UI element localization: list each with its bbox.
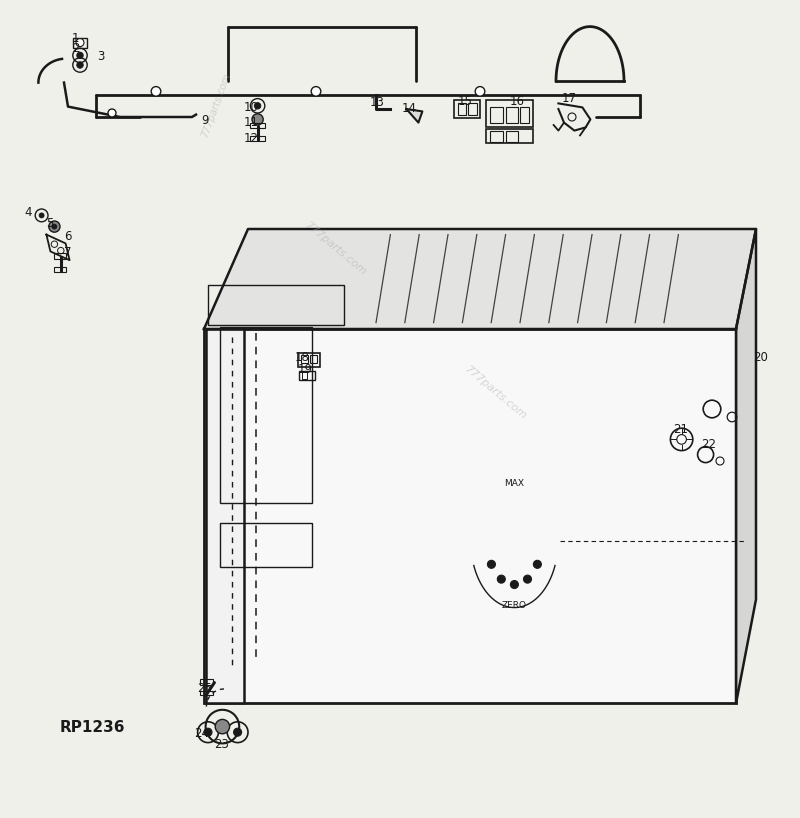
- Bar: [490, 106, 503, 123]
- Bar: [220, 524, 312, 568]
- Text: 24: 24: [194, 727, 210, 740]
- Polygon shape: [736, 229, 756, 703]
- Text: 3: 3: [98, 51, 105, 64]
- Text: 15: 15: [458, 96, 473, 108]
- Text: 25: 25: [197, 682, 212, 695]
- Text: 19: 19: [298, 363, 313, 376]
- Text: MAX: MAX: [504, 479, 525, 488]
- Circle shape: [49, 221, 60, 232]
- Circle shape: [254, 102, 261, 109]
- Circle shape: [151, 87, 161, 97]
- Circle shape: [234, 728, 242, 736]
- Text: 9: 9: [202, 115, 209, 128]
- Polygon shape: [406, 109, 422, 123]
- Text: 10: 10: [244, 101, 259, 114]
- Circle shape: [498, 575, 506, 583]
- Bar: [208, 285, 344, 325]
- Text: 777parts.com: 777parts.com: [463, 364, 529, 422]
- Text: 13: 13: [370, 96, 385, 109]
- Circle shape: [510, 581, 518, 588]
- Text: 23: 23: [214, 739, 230, 752]
- Text: RP1236: RP1236: [60, 720, 126, 735]
- Bar: [299, 371, 315, 380]
- Text: 777parts.com: 777parts.com: [200, 71, 232, 139]
- Bar: [302, 372, 307, 379]
- Bar: [204, 329, 736, 703]
- Text: 11: 11: [244, 116, 259, 129]
- Bar: [458, 103, 466, 115]
- Bar: [54, 267, 66, 272]
- Text: 1: 1: [72, 32, 79, 45]
- Polygon shape: [206, 329, 244, 703]
- Bar: [73, 38, 87, 48]
- Text: 14: 14: [402, 102, 417, 115]
- Circle shape: [252, 114, 263, 125]
- Circle shape: [76, 38, 84, 47]
- Bar: [454, 100, 480, 118]
- Text: 2: 2: [72, 43, 79, 56]
- Circle shape: [487, 560, 495, 569]
- Text: 12: 12: [244, 132, 259, 145]
- Bar: [200, 690, 213, 695]
- Text: ZERO: ZERO: [502, 600, 527, 609]
- Bar: [298, 353, 320, 366]
- Circle shape: [77, 52, 83, 59]
- Circle shape: [77, 62, 83, 68]
- Text: 7: 7: [64, 246, 71, 259]
- Text: 17: 17: [562, 92, 577, 105]
- Text: 5: 5: [46, 217, 54, 230]
- Bar: [520, 106, 529, 123]
- Bar: [310, 355, 317, 363]
- Text: 20: 20: [754, 351, 769, 364]
- Circle shape: [39, 213, 44, 218]
- Text: 22: 22: [702, 438, 717, 452]
- Text: 6: 6: [64, 230, 71, 243]
- Text: 18: 18: [294, 350, 310, 363]
- Circle shape: [108, 109, 116, 117]
- Bar: [486, 129, 533, 143]
- Bar: [250, 137, 265, 141]
- Text: 21: 21: [674, 423, 689, 436]
- Bar: [301, 355, 308, 363]
- Circle shape: [52, 224, 57, 229]
- Circle shape: [215, 719, 230, 734]
- Bar: [200, 680, 213, 685]
- Circle shape: [523, 575, 531, 583]
- Circle shape: [534, 560, 542, 569]
- Polygon shape: [204, 229, 756, 329]
- Bar: [220, 327, 312, 503]
- Bar: [486, 100, 533, 127]
- Text: 16: 16: [510, 96, 525, 108]
- Circle shape: [311, 87, 321, 97]
- Text: 4: 4: [24, 206, 31, 219]
- Bar: [468, 103, 477, 115]
- Bar: [54, 253, 66, 258]
- Circle shape: [475, 87, 485, 97]
- Bar: [250, 123, 265, 128]
- Bar: [506, 131, 518, 142]
- Bar: [490, 131, 503, 142]
- Bar: [506, 106, 518, 123]
- Circle shape: [204, 728, 212, 736]
- Text: 777parts.com: 777parts.com: [303, 220, 369, 277]
